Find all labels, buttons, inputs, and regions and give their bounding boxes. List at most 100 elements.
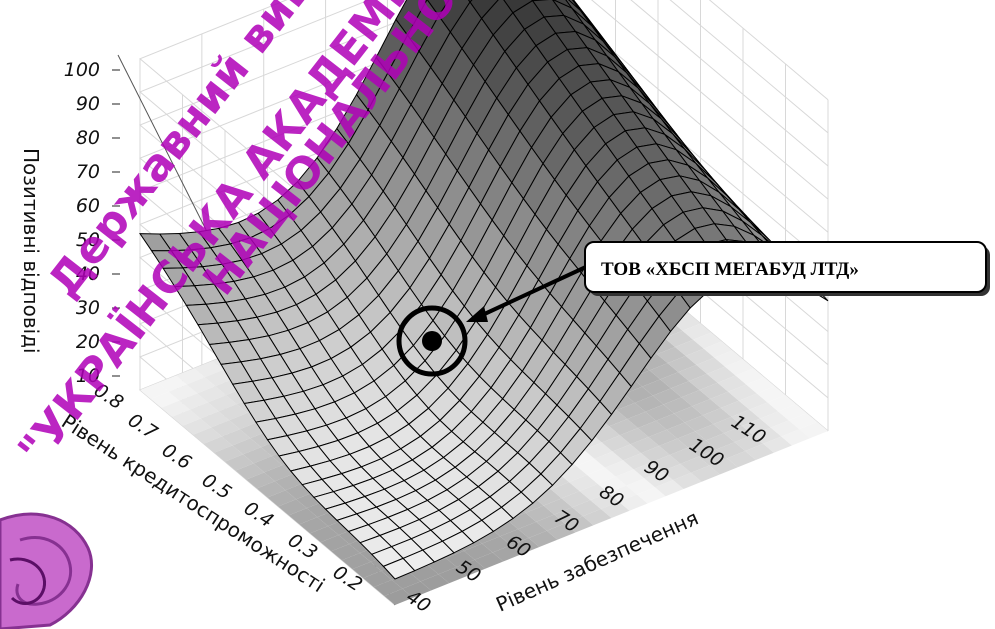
floor-cell — [692, 399, 721, 416]
floor-cell — [179, 393, 208, 410]
z-tick-label: 60 — [76, 195, 100, 217]
floor-cell — [582, 509, 612, 526]
floor-cell — [699, 382, 729, 399]
floor-cell — [384, 588, 414, 605]
floor-cell — [229, 413, 258, 430]
floor-cell — [734, 434, 764, 452]
floor-cell — [655, 480, 684, 497]
floor-cell — [609, 419, 638, 436]
floor-cell — [706, 366, 736, 383]
floor-cell — [778, 404, 807, 421]
z-tick-label: 100 — [64, 59, 100, 81]
floor-cell — [746, 377, 775, 394]
seal-swirl — [0, 512, 94, 629]
z-tick-label: 90 — [76, 93, 100, 115]
floor-cell — [518, 521, 547, 539]
floor-cell — [682, 323, 712, 340]
floor-cell — [671, 314, 701, 331]
floor-cell — [642, 379, 671, 396]
marker-ring — [396, 305, 468, 377]
z-tick-label: 70 — [76, 161, 100, 183]
floor-cell — [597, 476, 627, 493]
floor-cell — [727, 451, 756, 468]
floor-cell — [420, 574, 450, 591]
floor-cell — [363, 570, 392, 588]
z-tick-label: 40 — [76, 263, 100, 285]
floor-cell — [536, 514, 565, 531]
floor-cell — [677, 431, 706, 448]
z-axis-ticks: 100 90 80 70 60 50 40 30 20 10 — [64, 59, 120, 387]
floor-cell — [616, 402, 646, 420]
floor-cell — [631, 370, 661, 387]
floor-cell — [579, 483, 609, 501]
floor-cell — [207, 395, 237, 412]
floor-cell — [438, 567, 468, 584]
floor-cell — [691, 465, 720, 482]
floor-cell — [705, 433, 735, 450]
floor-cell — [532, 489, 562, 506]
floor-cell — [543, 498, 573, 515]
floor-cell — [615, 469, 645, 486]
floor-cell — [742, 418, 771, 435]
floor-cell — [235, 463, 265, 480]
floor-cell — [391, 572, 421, 589]
floor-cell — [674, 406, 703, 423]
floor-cell — [763, 436, 792, 453]
floor-cell — [194, 361, 223, 378]
floor-cell — [656, 413, 685, 430]
floor-cell — [648, 429, 678, 446]
floor-cell — [211, 420, 240, 437]
callout-label: ТОВ «ХБСП МЕГАБУД ЛТД» — [601, 259, 859, 280]
floor-cell — [717, 375, 747, 392]
seal-ornament — [0, 512, 94, 629]
floor-cell — [670, 381, 700, 398]
floor-cell — [652, 388, 682, 405]
floor-cell — [587, 467, 616, 484]
wall-gridline — [139, 0, 829, 275]
floor-cell — [664, 330, 694, 347]
floor-cell — [320, 535, 350, 552]
floor-cell — [698, 449, 728, 466]
z-tick-label: 10 — [76, 365, 100, 387]
floor-cell — [720, 400, 750, 417]
floor-cell — [662, 463, 692, 481]
floor-cell — [669, 447, 699, 464]
floor-cell — [749, 402, 779, 419]
floor-cell — [456, 559, 486, 576]
surface-cell — [382, 557, 416, 580]
floor-cell — [299, 517, 329, 534]
floor-cell — [176, 368, 205, 385]
floor-cell — [203, 436, 233, 453]
floor-cell — [218, 404, 248, 421]
floor-cell — [510, 538, 540, 555]
floor-cell — [232, 438, 262, 455]
callout-frame — [584, 241, 987, 293]
floor-cell — [695, 424, 724, 441]
floor-cell — [288, 508, 318, 525]
floor-cell — [645, 404, 675, 421]
callout-arrowhead — [466, 306, 488, 322]
floor-cell — [767, 395, 797, 412]
floor-cell — [500, 529, 529, 546]
floor-cell — [649, 363, 679, 380]
floor-cell — [667, 355, 697, 373]
floor-cell — [678, 364, 707, 382]
floor-cell — [663, 397, 693, 414]
callout-box: ТОВ «ХБСП МЕГАБУД ЛТД» — [584, 241, 990, 296]
floor-cell — [684, 415, 714, 432]
floor-cell — [799, 422, 828, 439]
floor-cell — [627, 411, 656, 428]
floor-cell — [709, 458, 738, 475]
floor-cell — [214, 445, 244, 462]
floor-cell — [626, 478, 655, 495]
floor-cell — [140, 382, 169, 399]
floor-cell — [724, 359, 754, 376]
floor-cell — [781, 429, 810, 446]
floor-cell — [623, 453, 652, 470]
floor-cell — [182, 418, 212, 435]
floor-cell — [618, 494, 648, 511]
floor-cell — [638, 354, 668, 371]
floor-cell — [482, 536, 511, 553]
floor-cell — [591, 426, 620, 443]
